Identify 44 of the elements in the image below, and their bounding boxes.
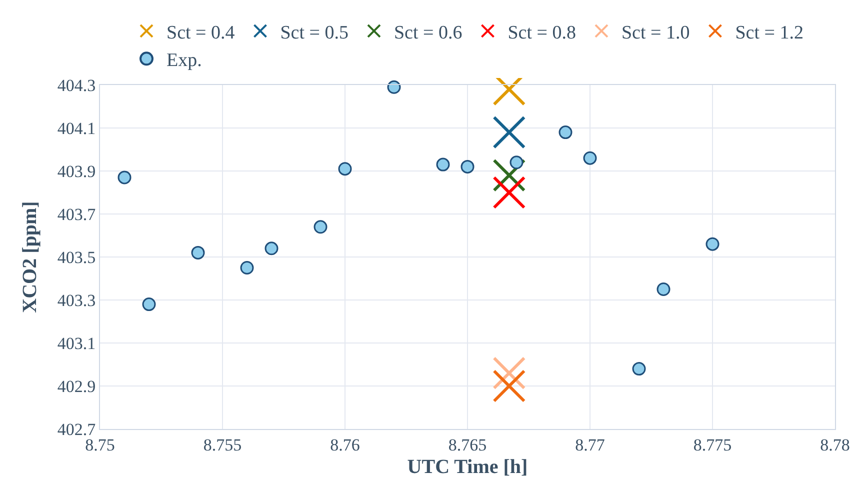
y-tick-label: 403.9 (57, 162, 96, 181)
x-tick-label: 8.775 (693, 435, 732, 454)
point (492, 356, 526, 390)
x-tick-label: 8.77 (575, 435, 606, 454)
point (492, 176, 526, 209)
point (387, 80, 401, 94)
point (338, 162, 352, 176)
y-axis-title: XCO2 [ppm] (18, 201, 41, 313)
point (706, 237, 720, 251)
point (558, 126, 572, 140)
y-tick-label: 403.1 (57, 334, 96, 353)
legend-label: Sct = 1.0 (621, 22, 690, 44)
x-tick-label: 8.755 (203, 435, 242, 454)
y-tick-label: 403.7 (57, 204, 96, 224)
point (314, 220, 328, 234)
x-tick-label: 8.765 (448, 435, 487, 454)
legend-label: Exp. (166, 50, 202, 72)
legend-label: Sct = 0.5 (280, 22, 348, 44)
point (632, 362, 646, 376)
point (492, 158, 526, 192)
y-tick-label: 403.3 (57, 290, 96, 310)
legend-label: Sct = 0.6 (394, 22, 462, 44)
point (460, 160, 474, 174)
point (492, 116, 526, 149)
point (264, 242, 278, 256)
point (142, 298, 156, 312)
x-axis-title: UTC Time [h] (407, 456, 528, 478)
point (436, 158, 450, 172)
y-tick-label: 403.5 (57, 248, 96, 267)
point (510, 156, 524, 170)
y-tick-label: 402.9 (57, 376, 96, 396)
legend-label: Sct = 0.8 (508, 22, 576, 44)
y-tick-label: 404.3 (57, 76, 96, 95)
point (240, 261, 254, 274)
point (583, 151, 597, 165)
point (656, 282, 670, 296)
y-tick-label: 404.1 (57, 118, 96, 138)
legend-label: Sct = 1.2 (735, 22, 804, 44)
point (118, 170, 132, 184)
point (191, 246, 205, 260)
x-tick-label: 8.78 (820, 435, 850, 454)
legend-label: Sct = 0.4 (166, 22, 236, 44)
point (492, 370, 526, 402)
x-tick-label: 8.76 (330, 435, 360, 454)
